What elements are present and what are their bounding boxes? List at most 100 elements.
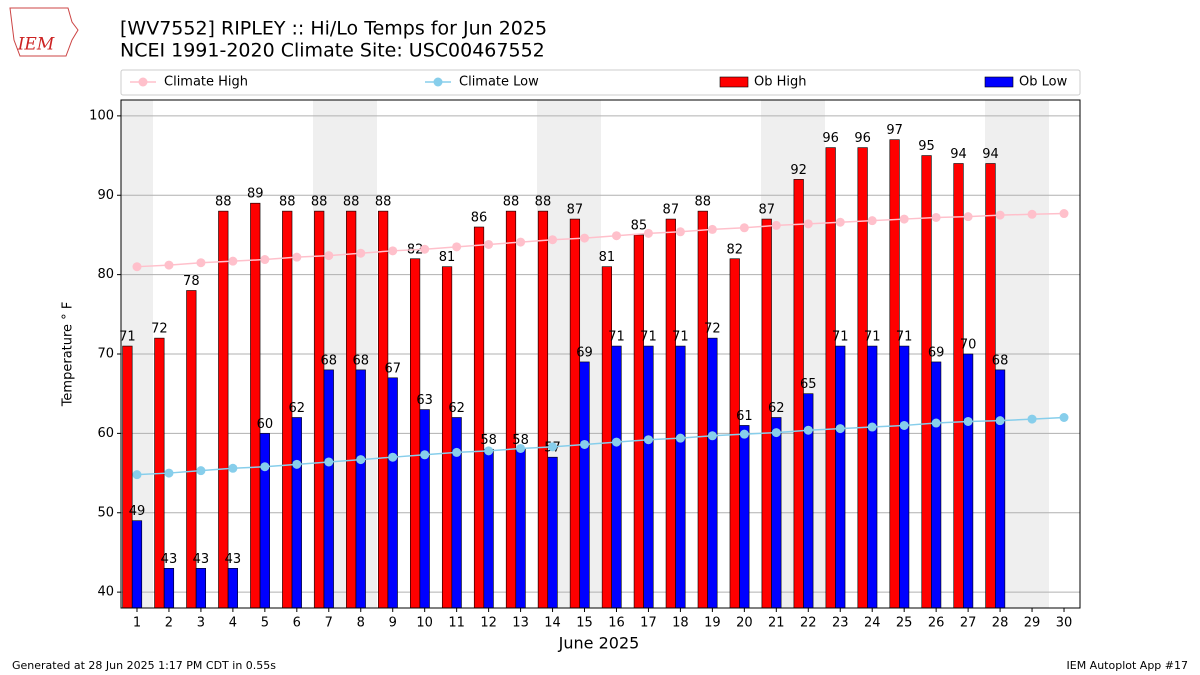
bar — [633, 234, 644, 609]
x-tick-label: 10 — [416, 616, 433, 631]
point — [771, 428, 781, 438]
x-tick-label: 14 — [544, 616, 561, 631]
x-tick-label: 3 — [197, 616, 205, 631]
bar — [387, 377, 398, 609]
legend-label: Climate High — [164, 75, 248, 90]
data-label: 65 — [800, 377, 817, 392]
data-label: 96 — [854, 131, 871, 146]
data-label: 92 — [790, 163, 807, 178]
x-tick-label: 6 — [293, 616, 301, 631]
data-label: 87 — [758, 203, 775, 218]
data-label: 96 — [822, 131, 839, 146]
x-tick-label: 24 — [864, 616, 881, 631]
point — [484, 239, 494, 249]
bar — [441, 266, 453, 609]
x-tick-label: 4 — [229, 616, 237, 631]
legend-swatch — [984, 76, 1014, 88]
point — [899, 214, 909, 224]
point — [707, 431, 717, 441]
bar — [857, 147, 868, 609]
data-label: 71 — [640, 330, 657, 345]
point — [995, 416, 1005, 426]
point — [611, 437, 621, 447]
data-label: 58 — [512, 433, 529, 448]
data-label: 62 — [289, 401, 306, 416]
footer-left: Generated at 28 Jun 2025 1:17 PM CDT in … — [12, 659, 276, 672]
chart-title: [WV7552] RIPLEY :: Hi/Lo Temps for Jun 2… — [120, 18, 547, 40]
point — [196, 466, 206, 476]
point — [643, 435, 653, 445]
x-tick-label: 21 — [768, 616, 785, 631]
data-label: 88 — [375, 195, 392, 210]
point — [803, 219, 813, 229]
data-label: 94 — [950, 147, 967, 162]
point — [548, 235, 558, 245]
bar — [953, 163, 964, 609]
bar — [409, 258, 421, 609]
bar — [451, 417, 462, 609]
x-tick-label: 15 — [576, 616, 593, 631]
x-tick-label: 7 — [325, 616, 333, 631]
x-tick-label: 18 — [672, 616, 689, 631]
bar — [547, 456, 558, 609]
data-label: 88 — [503, 195, 520, 210]
point — [164, 468, 174, 478]
x-tick-label: 1 — [133, 616, 141, 631]
bar — [259, 433, 270, 609]
data-label: 62 — [448, 401, 465, 416]
legend-label: Climate Low — [459, 75, 539, 90]
point — [803, 425, 813, 435]
x-tick-label: 9 — [389, 616, 397, 631]
data-label: 43 — [225, 552, 242, 567]
bar — [825, 147, 836, 609]
x-tick-label: 28 — [992, 616, 1009, 631]
bar — [835, 345, 846, 609]
point — [931, 212, 941, 222]
point — [675, 433, 685, 443]
bar — [195, 568, 207, 609]
bar — [931, 361, 942, 609]
x-tick-label: 2 — [165, 616, 173, 631]
data-label: 88 — [311, 195, 328, 210]
line — [136, 212, 1065, 268]
data-label: 71 — [119, 330, 136, 345]
data-label: 69 — [928, 345, 945, 360]
bar — [505, 210, 517, 609]
bar — [867, 345, 878, 609]
data-label: 86 — [471, 211, 488, 226]
bar — [122, 345, 133, 609]
point — [420, 244, 430, 254]
point — [228, 463, 238, 473]
point — [516, 443, 526, 453]
bar — [739, 425, 750, 609]
data-label: 71 — [896, 330, 913, 345]
bar — [579, 361, 590, 609]
chart-subtitle: NCEI 1991-2020 Climate Site: USC00467552 — [120, 40, 545, 62]
data-label: 87 — [663, 203, 680, 218]
point — [132, 262, 142, 272]
data-label: 43 — [161, 552, 178, 567]
point — [739, 429, 749, 439]
bar — [323, 369, 334, 609]
legend-label: Ob High — [754, 75, 807, 90]
data-label: 49 — [129, 504, 146, 519]
bar — [985, 163, 996, 609]
bar — [771, 417, 782, 609]
data-label: 95 — [918, 139, 935, 154]
data-label: 88 — [215, 195, 232, 210]
point — [580, 439, 590, 449]
bar — [994, 369, 1006, 609]
bar — [611, 345, 622, 609]
x-tick-label: 22 — [800, 616, 817, 631]
point — [899, 420, 909, 430]
point — [420, 450, 430, 460]
point — [516, 237, 526, 247]
point — [228, 256, 238, 266]
bar — [378, 210, 389, 609]
data-label: 72 — [151, 322, 168, 337]
x-tick-label: 19 — [704, 616, 721, 631]
point — [260, 462, 270, 472]
bar — [419, 409, 430, 609]
x-tick-label: 27 — [960, 616, 977, 631]
bar — [697, 210, 708, 609]
